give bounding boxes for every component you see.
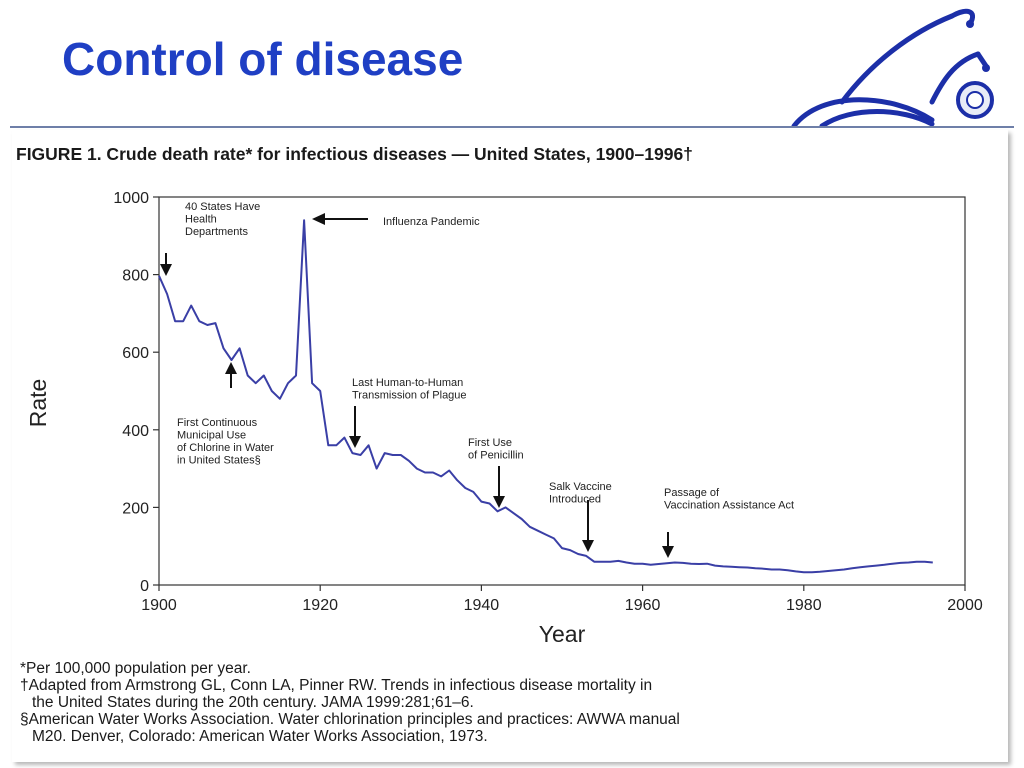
annotation-arrowhead — [312, 213, 325, 225]
annotation-label: Municipal Use — [177, 430, 246, 442]
y-tick-label: 400 — [122, 423, 149, 440]
figure-heading: FIGURE 1. Crude death rate* for infectio… — [16, 144, 693, 164]
footnote-2: †Adapted from Armstrong GL, Conn LA, Pin… — [20, 677, 653, 694]
annotation-arrowhead — [662, 546, 674, 558]
death-rate-chart: 0 200 400 600 800 1000 1900 1920 1940 1960 1980 200… — [25, 190, 983, 647]
annotation-label: Transmission of Plague — [352, 390, 467, 402]
stethoscope-icon — [791, 8, 994, 128]
annotation-label: in United States§ — [177, 455, 261, 467]
x-tick-label: 1940 — [464, 597, 500, 614]
annotation-arrowhead — [349, 436, 361, 448]
footnotes: *Per 100,000 population per year. †Adapt… — [20, 660, 1004, 745]
footnote-3-continued: M20. Denver, Colorado: American Water Wo… — [32, 728, 488, 745]
x-tick-label: 1960 — [625, 597, 661, 614]
annotation-arrowhead — [160, 264, 172, 276]
annotation-label: Vaccination Assistance Act — [664, 500, 794, 512]
annotation-label: Salk Vaccine — [549, 481, 612, 493]
annotation-label: Health — [185, 214, 217, 226]
y-tick-label: 200 — [122, 500, 149, 517]
y-tick-label: 800 — [122, 268, 149, 285]
annotation-label: Last Human-to-Human — [352, 377, 463, 389]
y-tick-label: 0 — [140, 578, 149, 595]
y-axis-label: Rate — [25, 379, 51, 428]
footnote-2-continued: the United States during the 20th centur… — [32, 694, 474, 711]
footnote-1: *Per 100,000 population per year. — [20, 660, 251, 677]
x-axis-label: Year — [539, 621, 586, 647]
annotation-label: Influenza Pandemic — [383, 216, 480, 228]
annotation-label: First Continuous — [177, 417, 258, 429]
annotation-label: Introduced — [549, 494, 601, 506]
plot-frame — [158, 196, 966, 586]
annotation-label: First Use — [468, 437, 512, 449]
x-tick-label: 2000 — [947, 597, 983, 614]
annotation-arrowhead — [582, 540, 594, 552]
footnote-3: §American Water Works Association. Water… — [20, 711, 680, 728]
x-tick-label: 1900 — [141, 597, 177, 614]
annotation-label: Departments — [185, 226, 248, 238]
title-divider — [10, 126, 1014, 128]
annotation-arrowhead — [225, 362, 237, 374]
x-tick-label: 1980 — [786, 597, 822, 614]
series-line — [158, 219, 933, 574]
figure-panel: FIGURE 1. Crude death rate* for infectio… — [12, 130, 1008, 762]
y-tick-label: 600 — [122, 345, 149, 362]
annotation-label: Passage of — [664, 487, 720, 499]
chart-annotation: Influenza Pandemic — [312, 213, 480, 228]
annotation-label: 40 States Have — [185, 201, 260, 213]
x-tick-label: 1920 — [302, 597, 338, 614]
annotation-label: of Chlorine in Water — [177, 442, 274, 454]
slide-title: Control of disease — [62, 33, 464, 85]
annotation-arrowhead — [493, 496, 505, 508]
annotation-label: of Penicillin — [468, 450, 524, 462]
y-tick-label: 1000 — [113, 190, 149, 207]
